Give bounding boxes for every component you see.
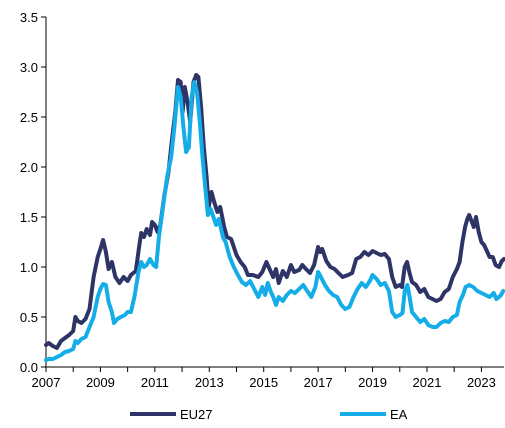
- x-tick-label: 2021: [413, 375, 442, 390]
- x-tick-label: 2013: [195, 375, 224, 390]
- y-tick-label: 1.0: [20, 260, 38, 275]
- x-tick-label: 2017: [304, 375, 333, 390]
- y-tick-label: 0.5: [20, 310, 38, 325]
- x-tick-label: 2011: [141, 375, 169, 390]
- y-tick-label: 2.0: [20, 160, 38, 175]
- y-axis: 0.0 0.5 1.0 1.5 2.0 2.5 3.0 3.5: [20, 10, 47, 375]
- x-tick-label: 2015: [249, 375, 278, 390]
- series-line-ea: [44, 80, 505, 362]
- series-lines: [44, 73, 505, 362]
- y-tick-label: 3.0: [20, 60, 38, 75]
- x-tick-label: 2009: [86, 375, 115, 390]
- legend: EU27 EA: [130, 407, 408, 422]
- x-tick-label: 2023: [467, 375, 496, 390]
- x-tick-label: 2019: [358, 375, 387, 390]
- y-tick-label: 3.5: [20, 10, 38, 25]
- x-tick-label: 2007: [32, 375, 61, 390]
- series-line-eu27: [44, 73, 505, 350]
- legend-label-eu27: EU27: [180, 407, 213, 422]
- y-tick-label: 1.5: [20, 210, 38, 225]
- legend-label-ea: EA: [390, 407, 408, 422]
- x-axis: 2007 2009 2011 2013 2015 2017 2019 2021 2023: [32, 366, 504, 390]
- y-tick-label: 2.5: [20, 110, 38, 125]
- y-tick-label: 0.0: [20, 360, 38, 375]
